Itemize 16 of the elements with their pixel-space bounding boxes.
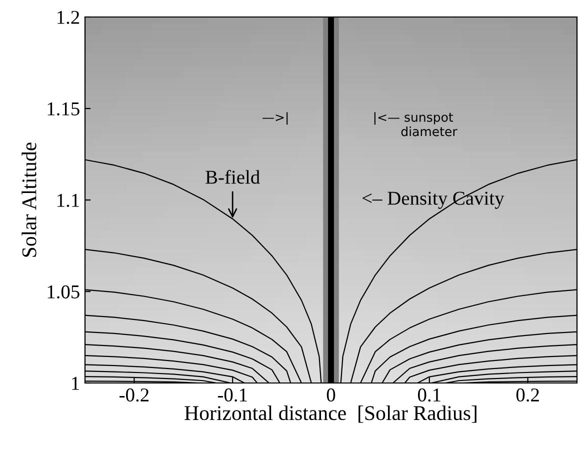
- y-tick-label: 1.05: [48, 285, 80, 299]
- y-axis-title: Solar Altitude: [22, 142, 36, 257]
- x-tick-label: -0.2: [120, 388, 149, 402]
- x-axis-title: Horizontal distance [Solar Radius]: [184, 405, 476, 423]
- y-tick-label: 1: [72, 376, 79, 390]
- x-tick-label: 0: [326, 388, 336, 402]
- x-tick-label: -0.1: [218, 388, 247, 402]
- annotation: <– Density Cavity: [362, 192, 504, 209]
- y-tick-label: 1.1: [58, 194, 79, 208]
- x-tick-label: 0.1: [418, 388, 440, 402]
- y-tick-label: 1.2: [58, 10, 80, 24]
- annotation: B-field: [206, 170, 260, 184]
- x-tick-label: 0.2: [516, 388, 539, 402]
- annotation: —>|: [262, 112, 288, 125]
- annotation: |<— sunspot diameter: [374, 112, 458, 136]
- y-tick-label: 1.15: [48, 102, 80, 116]
